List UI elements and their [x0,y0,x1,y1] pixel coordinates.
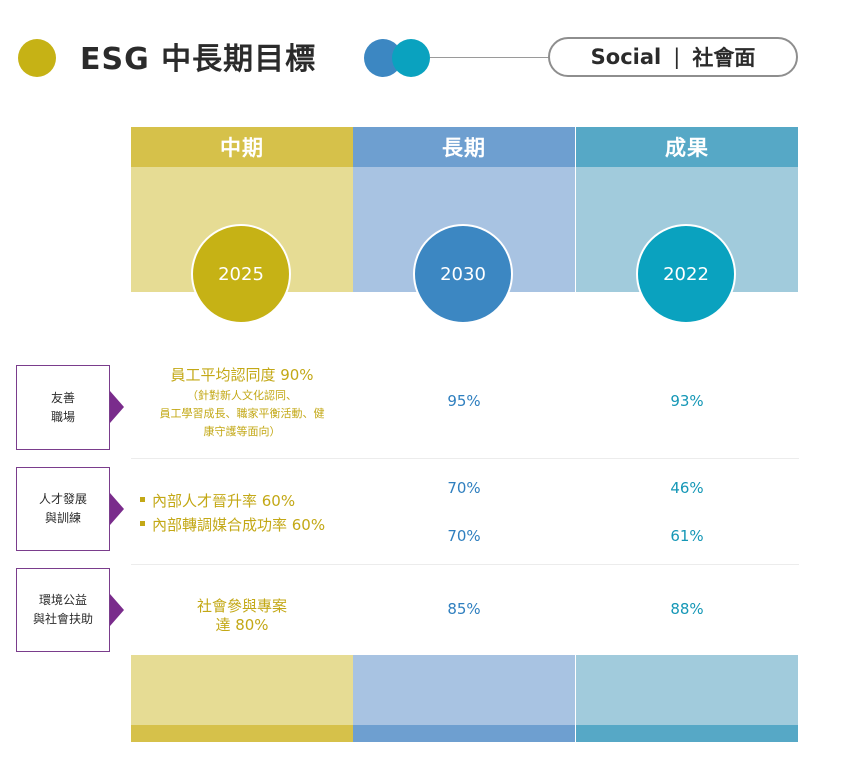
row2-mid-item2-text: 內部轉調媒合成功率 60% [152,516,326,534]
row2-long-value2: 70% [447,527,481,545]
row-label-line2: 與社會扶助 [32,612,93,626]
column-header-results: 成果 [576,127,798,167]
row2-mid-item2: 內部轉調媒合成功率 60% [140,514,325,535]
column-footer-band [131,655,353,725]
row1-mid-note-line3: 康守護等面向） [203,425,281,438]
row2-mid-item1: 內部人才晉升率 60% [140,490,295,511]
row-label-friendly-workplace: 友善 職場 [16,365,110,450]
row3-long-value: 85% [447,600,481,618]
column-footer-band [353,655,575,725]
row1-mid-note-line1: （針對新人文化認同、 [187,389,297,402]
row1-result-value: 93% [670,392,704,410]
row3-mid: 社會參與專案 達 80% [131,597,353,635]
gold-circle-marker [18,39,56,77]
column-footer-bar [576,725,798,742]
column-footer-bar [131,725,353,742]
column-header-long-term: 長期 [353,127,575,167]
page-title: ESG 中長期目標 [80,42,317,77]
row2-result-value2: 61% [670,527,704,545]
row-label-line1: 人才發展 [38,492,87,506]
category-pill: Social | 社會面 [548,37,798,77]
column-body [353,292,575,655]
year-circle-2022: 2022 [636,224,736,324]
row-label-line1: 環境公益 [38,593,87,607]
row2-mid-item1-text: 內部人才晉升率 60% [152,492,296,510]
category-pill-zh: 社會面 [692,46,756,70]
category-pill-en: Social [590,45,662,69]
teal-circle-marker [392,39,430,77]
column-header-mid-term: 中期 [131,127,353,167]
row2-long-value1: 70% [447,479,481,497]
arrow-right-icon [110,391,124,423]
bullet-square-icon [140,521,145,526]
row2-result-value1: 46% [670,479,704,497]
column-footer-bar [353,725,575,742]
row-divider [131,564,799,565]
column-results: 成果 2022 [576,127,798,742]
year-circle-2025: 2025 [191,224,291,324]
row-label-line2: 與訓練 [44,511,81,525]
category-pill-separator: | [673,45,681,69]
row3-mid-line1: 社會參與專案 [196,597,287,615]
row1-long-value: 95% [447,392,481,410]
arrow-right-icon [110,594,124,626]
year-circle-2030: 2030 [413,224,513,324]
bullet-square-icon [140,497,145,502]
column-body [131,292,353,655]
row3-mid-line2: 達 80% [215,616,269,634]
arrow-right-icon [110,493,124,525]
column-mid-term: 中期 2025 [131,127,353,742]
column-footer-band [576,655,798,725]
row1-mid-note-line2: 員工學習成長、職家平衡活動、健 [159,407,325,420]
column-body [576,292,798,655]
row1-mid-note: （針對新人文化認同、 員工學習成長、職家平衡活動、健 康守護等面向） [131,387,353,441]
row1-mid-main: 員工平均認同度 90% [170,366,314,384]
row-label-talent-development: 人才發展 與訓練 [16,467,110,551]
row-label-line2: 職場 [50,409,75,424]
row3-result-value: 88% [670,600,704,618]
column-long-term: 長期 2030 [353,127,575,742]
row-divider [131,458,799,459]
header-connector-line [430,57,550,58]
row-label-social-welfare: 環境公益 與社會扶助 [16,568,110,652]
row-label-line1: 友善 [50,390,75,405]
